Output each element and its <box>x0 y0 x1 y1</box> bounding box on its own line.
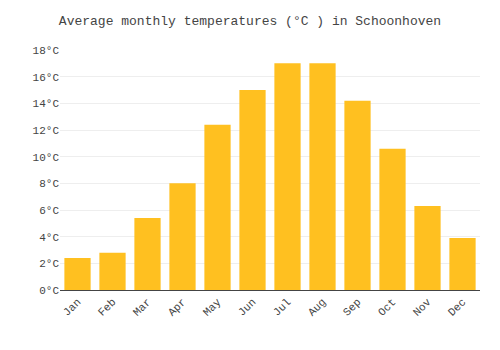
svg-text:14°C: 14°C <box>33 98 60 110</box>
svg-text:Aug: Aug <box>306 296 328 318</box>
svg-text:10°C: 10°C <box>33 152 60 164</box>
svg-text:Apr: Apr <box>166 296 188 318</box>
svg-text:Average monthly temperatures (: Average monthly temperatures (°C ) in Sc… <box>59 14 441 29</box>
svg-text:8°C: 8°C <box>39 178 59 190</box>
svg-text:16°C: 16°C <box>33 72 60 84</box>
svg-text:Oct: Oct <box>376 296 398 318</box>
svg-text:18°C: 18°C <box>33 45 60 57</box>
svg-text:May: May <box>201 296 224 319</box>
svg-text:Mar: Mar <box>131 296 153 318</box>
svg-text:0°C: 0°C <box>39 285 59 297</box>
svg-text:2°C: 2°C <box>39 258 59 270</box>
svg-text:Jun: Jun <box>236 296 258 318</box>
svg-text:6°C: 6°C <box>39 205 59 217</box>
svg-text:12°C: 12°C <box>33 125 60 137</box>
svg-text:Dec: Dec <box>446 296 468 318</box>
svg-text:Sep: Sep <box>341 296 363 318</box>
svg-text:Nov: Nov <box>411 296 434 319</box>
svg-text:4°C: 4°C <box>39 232 59 244</box>
svg-text:Feb: Feb <box>96 296 118 318</box>
svg-text:Jan: Jan <box>61 296 83 318</box>
svg-text:Jul: Jul <box>271 296 293 318</box>
